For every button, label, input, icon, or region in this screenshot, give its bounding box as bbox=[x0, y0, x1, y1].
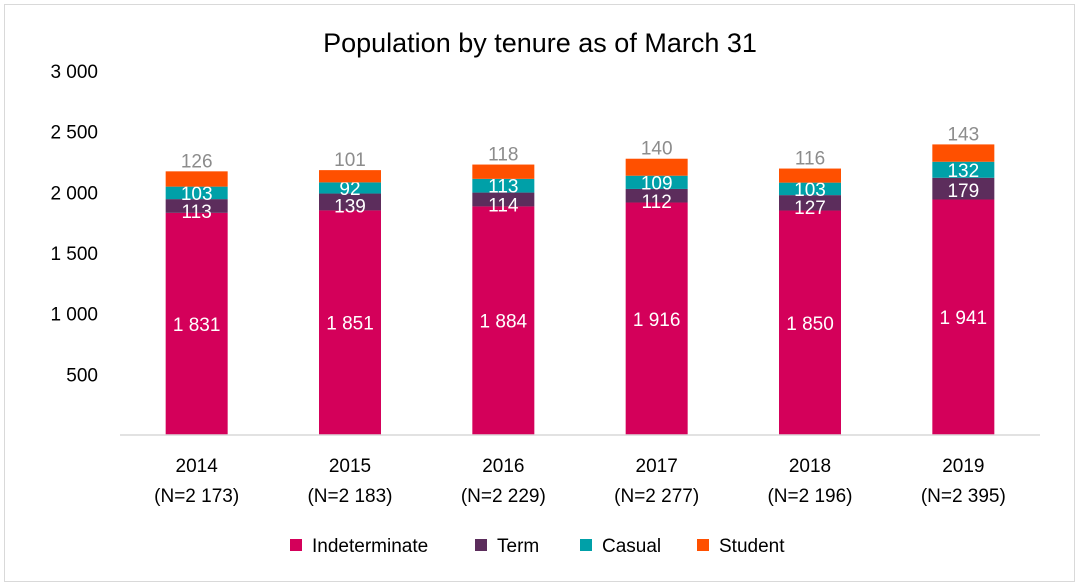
legend-label: Student bbox=[719, 536, 785, 557]
data-label-term: 114 bbox=[488, 196, 519, 217]
y-tick-label: 1 000 bbox=[50, 305, 98, 326]
bar-segment-student bbox=[319, 170, 381, 183]
legend-swatch bbox=[697, 539, 709, 551]
data-label-student: 116 bbox=[795, 149, 825, 170]
bar-segment-indeterminate bbox=[165, 212, 228, 435]
x-tick-label: 2017 bbox=[636, 456, 678, 477]
bar-segment-term bbox=[779, 195, 841, 211]
x-tick-sublabel: (N=2 183) bbox=[307, 486, 392, 507]
bar-segment-student bbox=[779, 168, 841, 183]
x-tick-label: 2019 bbox=[942, 456, 984, 477]
bar-segment-term bbox=[319, 193, 381, 211]
data-label-student: 101 bbox=[334, 150, 366, 171]
bar-segment-casual bbox=[165, 186, 228, 200]
x-tick-sublabel: (N=2 277) bbox=[614, 486, 699, 507]
bar-segment-indeterminate bbox=[319, 210, 381, 435]
x-tick-sublabel: (N=2 196) bbox=[767, 486, 852, 507]
data-label-casual: 132 bbox=[947, 161, 979, 182]
legend-label: Casual bbox=[602, 536, 661, 557]
bar-segment-term bbox=[625, 188, 688, 203]
bar-segment-student bbox=[932, 144, 995, 162]
bar-segment-indeterminate bbox=[472, 206, 535, 435]
legend-swatch bbox=[290, 539, 302, 551]
bar-segment-casual bbox=[779, 182, 841, 196]
bar-segment-casual bbox=[319, 182, 381, 194]
data-label-casual: 103 bbox=[181, 184, 213, 205]
data-label-indeterminate: 1 916 bbox=[633, 310, 681, 331]
x-tick-label: 2018 bbox=[789, 456, 831, 477]
data-label-casual: 109 bbox=[641, 173, 673, 194]
y-axis: 500 1 000 1 500 2 000 2 500 3 000 bbox=[50, 62, 98, 386]
data-label-student: 140 bbox=[641, 139, 673, 160]
y-tick-label: 2 500 bbox=[50, 123, 98, 144]
data-label-student: 118 bbox=[488, 145, 518, 166]
data-label-casual: 113 bbox=[488, 177, 518, 198]
chart-title: Population by tenure as of March 31 bbox=[323, 28, 757, 58]
x-tick-label: 2016 bbox=[482, 456, 524, 477]
legend: Indeterminate Term Casual Student bbox=[290, 536, 785, 557]
bar-segment-indeterminate bbox=[625, 202, 688, 435]
data-label-term: 113 bbox=[182, 202, 212, 223]
legend-item-indeterminate: Indeterminate bbox=[290, 536, 428, 557]
legend-item-student: Student bbox=[697, 536, 785, 557]
legend-label: Term bbox=[497, 536, 539, 557]
bar-segment-casual bbox=[932, 161, 995, 178]
x-axis: 2014 (N=2 173) 2015 (N=2 183) 2016 (N=2 229) 2… bbox=[154, 456, 1006, 507]
data-label-term: 179 bbox=[947, 181, 979, 202]
x-tick-sublabel: (N=2 229) bbox=[461, 486, 546, 507]
data-label-casual: 92 bbox=[339, 179, 360, 200]
bar-segment-indeterminate bbox=[932, 199, 995, 435]
bar-segment-indeterminate bbox=[779, 210, 841, 435]
legend-item-casual: Casual bbox=[580, 536, 661, 557]
legend-swatch bbox=[580, 539, 592, 551]
legend-label: Indeterminate bbox=[312, 536, 428, 557]
legend-swatch bbox=[475, 539, 487, 551]
bar-segment-term bbox=[165, 199, 228, 213]
x-tick-label: 2015 bbox=[329, 456, 371, 477]
data-label-indeterminate: 1 884 bbox=[480, 312, 528, 333]
legend-item-term: Term bbox=[475, 536, 539, 557]
bar-segment-student bbox=[472, 164, 535, 179]
bar-segment-student bbox=[165, 171, 228, 187]
bar-segment-term bbox=[932, 177, 995, 200]
data-label-indeterminate: 1 851 bbox=[326, 314, 374, 335]
x-tick-sublabel: (N=2 395) bbox=[921, 486, 1006, 507]
data-label-term: 127 bbox=[794, 198, 826, 219]
y-tick-label: 1 500 bbox=[50, 244, 98, 265]
data-label-casual: 103 bbox=[794, 180, 826, 201]
x-tick-label: 2014 bbox=[176, 456, 219, 477]
data-label-indeterminate: 1 831 bbox=[173, 315, 221, 336]
data-label-term: 112 bbox=[642, 192, 672, 213]
data-label-student: 143 bbox=[947, 124, 979, 145]
data-label-term: 139 bbox=[334, 197, 366, 218]
data-label-indeterminate: 1 850 bbox=[786, 314, 834, 335]
bar-segment-term bbox=[472, 192, 535, 207]
bar-segment-casual bbox=[625, 175, 688, 189]
data-label-student: 126 bbox=[181, 151, 213, 172]
x-tick-sublabel: (N=2 173) bbox=[154, 486, 239, 507]
y-tick-label: 500 bbox=[66, 365, 98, 386]
y-tick-label: 3 000 bbox=[50, 62, 98, 83]
y-tick-label: 2 000 bbox=[50, 183, 98, 204]
data-label-indeterminate: 1 941 bbox=[940, 308, 988, 329]
bar-segment-student bbox=[625, 158, 688, 176]
bar-segment-casual bbox=[472, 178, 535, 193]
